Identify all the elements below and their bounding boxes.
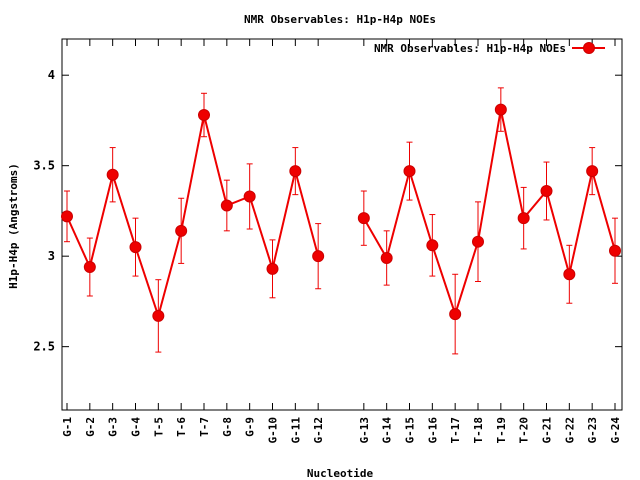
y-tick-label: 4: [48, 68, 55, 82]
x-tick-label: G-2: [84, 417, 97, 437]
x-axis: G-1 G-2 G-3 G-4 T-5 T-6 T-7 G-8 G-9 G-10 G-11 G-12 G…: [61, 39, 622, 444]
x-tick-label: G-10: [267, 417, 280, 444]
x-tick-label: T-19: [495, 417, 508, 444]
plot-frame: [62, 39, 622, 410]
legend: NMR Observables: H1p-H4p NOEs: [374, 42, 605, 55]
x-tick-label: G-3: [107, 417, 120, 437]
data-point: [84, 262, 95, 273]
series-line-segment: [67, 115, 318, 316]
x-tick-label: G-9: [244, 417, 257, 437]
series-line-segment: [364, 110, 615, 315]
legend-marker: [584, 43, 595, 54]
data-point: [610, 245, 621, 256]
x-tick-label: G-8: [221, 417, 234, 437]
data-point: [541, 186, 552, 197]
data-point: [267, 263, 278, 274]
x-tick-label: T-5: [152, 417, 165, 437]
y-axis: 2.5 3 3.5 4: [33, 68, 622, 353]
data-point: [153, 310, 164, 321]
x-tick-label: T-7: [198, 417, 211, 437]
y-tick-label: 2.5: [33, 340, 55, 354]
data-point: [381, 252, 392, 263]
x-tick-label: T-6: [175, 417, 188, 437]
data-point: [587, 166, 598, 177]
x-tick-label: G-21: [541, 417, 554, 444]
x-tick-label: T-18: [472, 417, 485, 444]
data-point: [427, 240, 438, 251]
chart-title: NMR Observables: H1p-H4p NOEs: [244, 13, 436, 26]
nmr-chart: NMR Observables: H1p-H4p NOEs 2.5 3 3.5 4 G…: [0, 0, 640, 480]
data-point: [130, 242, 141, 253]
data-point: [358, 213, 369, 224]
y-axis-label: H1p-H4p (Angstroms): [7, 163, 20, 289]
data-point: [404, 166, 415, 177]
data-point: [199, 110, 210, 121]
x-tick-label: G-4: [130, 417, 143, 437]
x-tick-label: G-22: [563, 417, 576, 444]
x-tick-label: G-11: [289, 417, 302, 444]
data-point: [290, 166, 301, 177]
x-tick-label: G-24: [609, 417, 622, 444]
data-point: [107, 169, 118, 180]
y-tick-label: 3: [48, 249, 55, 263]
data-point: [176, 225, 187, 236]
x-axis-label: Nucleotide: [307, 467, 374, 480]
x-tick-label: G-23: [586, 417, 599, 444]
legend-label: NMR Observables: H1p-H4p NOEs: [374, 42, 566, 55]
data-point: [495, 104, 506, 115]
data-point: [564, 269, 575, 280]
data-point: [62, 211, 73, 222]
x-tick-label: G-12: [312, 417, 325, 444]
x-tick-label: G-14: [381, 417, 394, 444]
x-tick-label: G-1: [61, 417, 74, 437]
data-point: [244, 191, 255, 202]
data-point: [313, 251, 324, 262]
y-tick-label: 3.5: [33, 159, 55, 173]
x-tick-label: G-15: [404, 417, 417, 444]
data-point: [221, 200, 232, 211]
data-point: [518, 213, 529, 224]
data-point: [450, 309, 461, 320]
data-point: [473, 236, 484, 247]
x-tick-label: T-17: [449, 417, 462, 444]
x-tick-label: T-20: [518, 417, 531, 444]
x-tick-label: G-13: [358, 417, 371, 444]
series-layer: [62, 88, 621, 354]
x-tick-label: G-16: [426, 417, 439, 444]
